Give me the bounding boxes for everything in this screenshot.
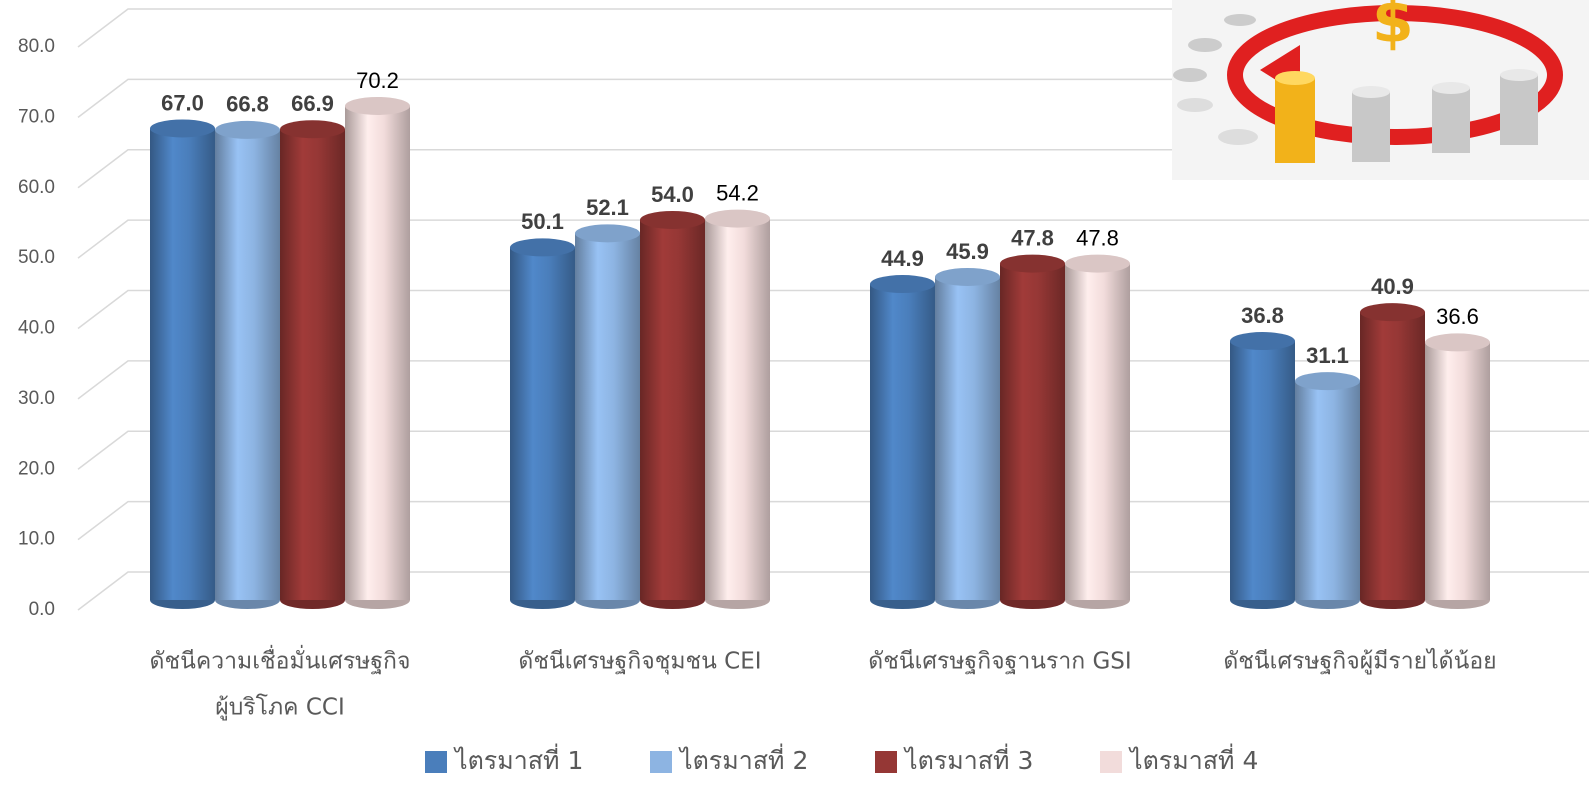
y-tick-label: 20.0 xyxy=(18,458,55,479)
bar xyxy=(1230,341,1295,600)
legend-swatch xyxy=(650,751,672,773)
bar xyxy=(280,129,345,600)
bar-cap xyxy=(345,96,410,115)
bar-cap xyxy=(1295,372,1360,391)
bar xyxy=(1425,342,1490,600)
bar xyxy=(1000,263,1065,600)
x-tick-label: ดัชนีเศรษฐกิจชุมชน CEI xyxy=(518,649,761,675)
bar xyxy=(510,247,575,600)
bar-cap xyxy=(1000,254,1065,273)
value-label: 44.9 xyxy=(881,246,924,271)
coin-illustration: $ xyxy=(1172,0,1589,180)
bar xyxy=(1360,312,1425,600)
grid-line xyxy=(77,8,1589,48)
value-label: 52.1 xyxy=(586,195,629,220)
x-tick-label: ดัชนีเศรษฐกิจฐานราก GSI xyxy=(868,649,1131,675)
grid-line xyxy=(77,219,1589,259)
x-tick-label: ผู้บริโภค CCI xyxy=(215,694,345,721)
bar-cap xyxy=(1425,333,1490,352)
bar xyxy=(705,218,770,600)
y-tick-label: 60.0 xyxy=(18,177,55,198)
value-label: 50.1 xyxy=(521,209,564,234)
y-tick-label: 10.0 xyxy=(18,529,55,550)
bar xyxy=(935,276,1000,600)
legend-label: ไตรมาสที่ 3 xyxy=(903,743,1033,775)
bar xyxy=(150,128,215,601)
value-label: 47.8 xyxy=(1011,225,1054,250)
bar-cap xyxy=(705,209,770,228)
legend-swatch xyxy=(875,751,897,773)
bar-cap xyxy=(280,120,345,139)
legend-label: ไตรมาสที่ 2 xyxy=(678,743,808,775)
bar-cap xyxy=(1360,303,1425,322)
value-label: 54.0 xyxy=(651,182,694,207)
bar xyxy=(575,233,640,600)
bar xyxy=(640,219,705,600)
value-label: 36.6 xyxy=(1436,304,1479,329)
x-tick-label: ดัชนีความเชื่อมั่นเศรษฐกิจ xyxy=(150,645,411,675)
bar xyxy=(1065,263,1130,600)
value-label: 70.2 xyxy=(356,68,399,93)
bar-cap xyxy=(870,275,935,294)
bar xyxy=(1295,381,1360,600)
value-label: 45.9 xyxy=(946,239,989,264)
grid xyxy=(77,8,1589,611)
legend-swatch xyxy=(1100,751,1122,773)
y-tick-label: 40.0 xyxy=(18,318,55,339)
bar-cap xyxy=(150,119,215,138)
y-tick-label: 0.0 xyxy=(29,599,55,620)
value-label: 66.8 xyxy=(226,92,269,117)
value-label: 36.8 xyxy=(1241,303,1284,328)
value-label: 40.9 xyxy=(1371,274,1414,299)
grid-line xyxy=(77,78,1589,118)
value-label: 47.8 xyxy=(1076,225,1119,250)
bar-cap xyxy=(935,267,1000,286)
bar xyxy=(870,284,935,600)
value-label: 54.2 xyxy=(716,180,759,205)
value-label: 31.1 xyxy=(1306,343,1349,368)
svg-text:$: $ xyxy=(1372,0,1414,57)
bar-cap xyxy=(640,210,705,229)
y-tick-label: 30.0 xyxy=(18,388,55,409)
legend-label: ไตรมาสที่ 4 xyxy=(1128,743,1258,775)
legend-swatch xyxy=(425,751,447,773)
bar-cap xyxy=(1065,254,1130,273)
y-tick-label: 50.0 xyxy=(18,247,55,268)
y-tick-label: 70.0 xyxy=(18,106,55,127)
bar xyxy=(215,129,280,600)
bar-cap xyxy=(575,224,640,243)
x-tick-label: ดัชนีเศรษฐกิจผู้มีรายได้น้อย xyxy=(1223,648,1496,675)
value-label: 66.9 xyxy=(291,91,334,116)
y-tick-label: 80.0 xyxy=(18,36,55,57)
bar-cap xyxy=(215,120,280,139)
value-label: 67.0 xyxy=(161,90,204,115)
grid-line xyxy=(77,149,1589,189)
bar-cap xyxy=(1230,332,1295,351)
bar xyxy=(345,105,410,600)
legend-label: ไตรมาสที่ 1 xyxy=(453,743,583,775)
bar-cap xyxy=(510,238,575,257)
